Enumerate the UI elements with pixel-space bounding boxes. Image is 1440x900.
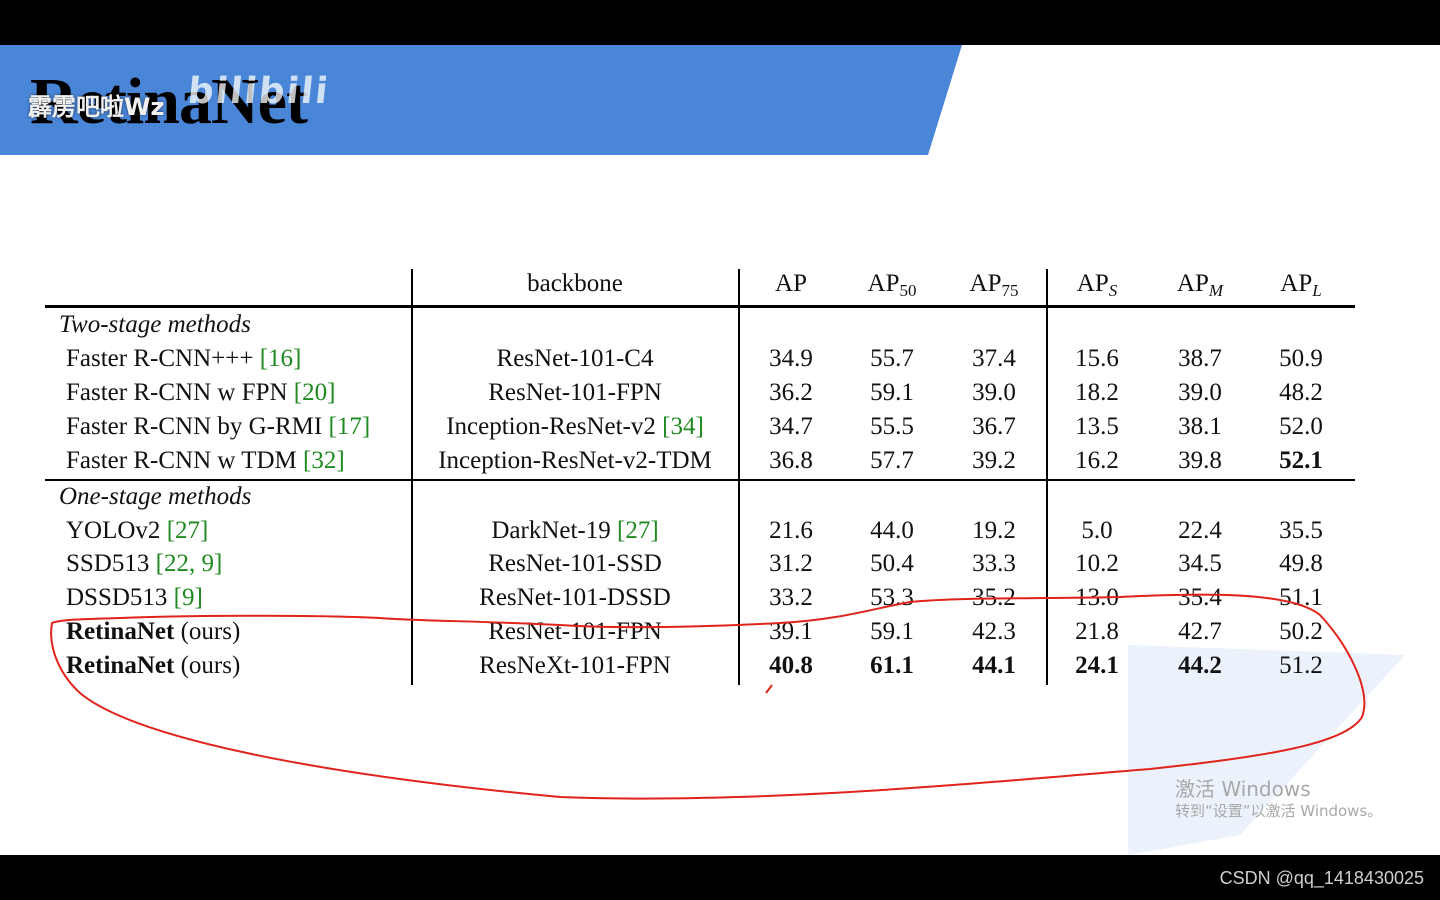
metric-cell: 52.0 bbox=[1279, 413, 1323, 440]
metric-cell: 34.5 bbox=[1178, 550, 1222, 577]
metric-cell: 31.2 bbox=[769, 550, 813, 577]
metric-cell: 5.0 bbox=[1081, 517, 1113, 544]
metric-cell: 33.2 bbox=[769, 584, 813, 611]
title-banner bbox=[0, 45, 962, 155]
metric-cell: 22.4 bbox=[1178, 517, 1222, 544]
metric-cell: 33.3 bbox=[972, 550, 1016, 577]
metric-cell: 50.4 bbox=[870, 550, 914, 577]
metric-cell: 42.7 bbox=[1178, 618, 1222, 645]
metric-cell: 19.2 bbox=[972, 517, 1016, 544]
metric-cell: 51.1 bbox=[1279, 584, 1323, 611]
metric-cell: 18.2 bbox=[1075, 379, 1119, 406]
section-rule bbox=[45, 479, 1355, 481]
metric-cell: 36.7 bbox=[972, 413, 1016, 440]
metric-cell: 50.9 bbox=[1279, 345, 1323, 372]
metric-cell: 39.2 bbox=[972, 447, 1016, 474]
metric-cell: 15.6 bbox=[1075, 345, 1119, 372]
metric-cell: 39.0 bbox=[972, 379, 1016, 406]
header-rule bbox=[45, 305, 1355, 308]
metric-cell: 38.1 bbox=[1178, 413, 1222, 440]
metric-cell: 42.3 bbox=[972, 618, 1016, 645]
bilibili-logo-watermark: bilibili bbox=[185, 71, 332, 112]
column-rule-1 bbox=[411, 269, 413, 685]
header-apm: APM bbox=[1176, 270, 1224, 300]
metric-cell: 59.1 bbox=[870, 379, 914, 406]
metric-cell: 35.4 bbox=[1178, 584, 1222, 611]
method-name: RetinaNet (ours) bbox=[66, 618, 241, 645]
metric-cell: 16.2 bbox=[1075, 447, 1119, 474]
metric-cell: 36.8 bbox=[769, 447, 813, 474]
metric-cell: 34.7 bbox=[769, 413, 813, 440]
metric-cell: 51.2 bbox=[1279, 652, 1323, 679]
backbone-cell: ResNet-101-DSSD bbox=[479, 584, 671, 611]
csdn-watermark: CSDN @qq_1418430025 bbox=[1219, 868, 1424, 888]
metric-cell: 44.0 bbox=[870, 517, 914, 544]
metric-cell: 57.7 bbox=[870, 447, 914, 474]
results-table: backbone AP AP50 AP75 APS APM APL Two-st… bbox=[45, 265, 1355, 685]
windows-activation-hint: 转到“设置”以激活 Windows。 bbox=[1175, 802, 1383, 820]
metric-cell: 53.3 bbox=[870, 584, 914, 611]
metric-cell: 55.5 bbox=[870, 413, 914, 440]
header-ap50: AP50 bbox=[867, 270, 917, 300]
header-apl: APL bbox=[1280, 270, 1322, 300]
column-rule-3 bbox=[1046, 269, 1048, 685]
metric-cell: 39.8 bbox=[1178, 447, 1222, 474]
method-name: Faster R-CNN w TDM [32] bbox=[66, 447, 345, 474]
metric-cell: 39.1 bbox=[769, 618, 813, 645]
header-backbone: backbone bbox=[527, 270, 623, 297]
method-name: Faster R-CNN+++ [16] bbox=[66, 345, 302, 372]
method-name: Faster R-CNN w FPN [20] bbox=[66, 379, 336, 406]
metric-cell: 48.2 bbox=[1279, 379, 1323, 406]
metric-cell: 39.0 bbox=[1178, 379, 1222, 406]
backbone-cell: ResNet-101-FPN bbox=[488, 618, 662, 645]
metric-cell: 35.5 bbox=[1279, 517, 1323, 544]
metric-cell: 10.2 bbox=[1075, 550, 1119, 577]
metric-cell: 37.4 bbox=[972, 345, 1016, 372]
column-rule-2 bbox=[738, 269, 740, 685]
backbone-cell: Inception-ResNet-v2 [34] bbox=[446, 413, 704, 440]
windows-activation-title: 激活 Windows bbox=[1175, 777, 1311, 801]
metric-cell: 38.7 bbox=[1178, 345, 1222, 372]
slide-title: RetinaNet bbox=[30, 65, 308, 138]
header-ap: AP bbox=[775, 270, 807, 297]
backbone-cell: Inception-ResNet-v2-TDM bbox=[438, 447, 712, 474]
metric-cell: 13.0 bbox=[1075, 584, 1119, 611]
metric-cell: 49.8 bbox=[1279, 550, 1323, 577]
uploader-watermark: 霹雳吧啦Wz bbox=[28, 93, 165, 121]
metric-cell: 61.1 bbox=[870, 652, 914, 679]
section-one-stage: One-stage methods bbox=[59, 483, 252, 510]
method-name: DSSD513 [9] bbox=[66, 584, 203, 611]
method-name: RetinaNet (ours) bbox=[66, 652, 241, 679]
method-name: YOLOv2 [27] bbox=[66, 517, 209, 544]
metric-cell: 13.5 bbox=[1075, 413, 1119, 440]
metric-cell: 21.8 bbox=[1075, 618, 1119, 645]
metric-cell: 24.1 bbox=[1075, 652, 1119, 679]
metric-cell: 34.9 bbox=[769, 345, 813, 372]
metric-cell: 50.2 bbox=[1279, 618, 1323, 645]
backbone-cell: ResNeXt-101-FPN bbox=[479, 652, 671, 679]
metric-cell: 40.8 bbox=[769, 652, 813, 679]
method-name: Faster R-CNN by G-RMI [17] bbox=[66, 413, 371, 440]
metric-cell: 35.2 bbox=[972, 584, 1016, 611]
backbone-cell: ResNet-101-SSD bbox=[488, 550, 662, 577]
metric-cell: 21.6 bbox=[769, 517, 813, 544]
metric-cell: 36.2 bbox=[769, 379, 813, 406]
section-two-stage: Two-stage methods bbox=[59, 311, 251, 338]
metric-cell: 44.1 bbox=[972, 652, 1016, 679]
header-aps: APS bbox=[1076, 270, 1118, 300]
backbone-cell: ResNet-101-C4 bbox=[496, 345, 654, 372]
metric-cell: 55.7 bbox=[870, 345, 914, 372]
backbone-cell: DarkNet-19 [27] bbox=[491, 517, 659, 544]
method-name: SSD513 [22, 9] bbox=[66, 550, 223, 577]
slide: RetinaNet 霹雳吧啦Wz bilibili backbone AP AP… bbox=[0, 45, 1440, 855]
header-ap75: AP75 bbox=[969, 270, 1019, 300]
metric-cell: 44.2 bbox=[1178, 652, 1222, 679]
metric-cell: 59.1 bbox=[870, 618, 914, 645]
metric-cell: 52.1 bbox=[1279, 447, 1323, 474]
backbone-cell: ResNet-101-FPN bbox=[488, 379, 662, 406]
